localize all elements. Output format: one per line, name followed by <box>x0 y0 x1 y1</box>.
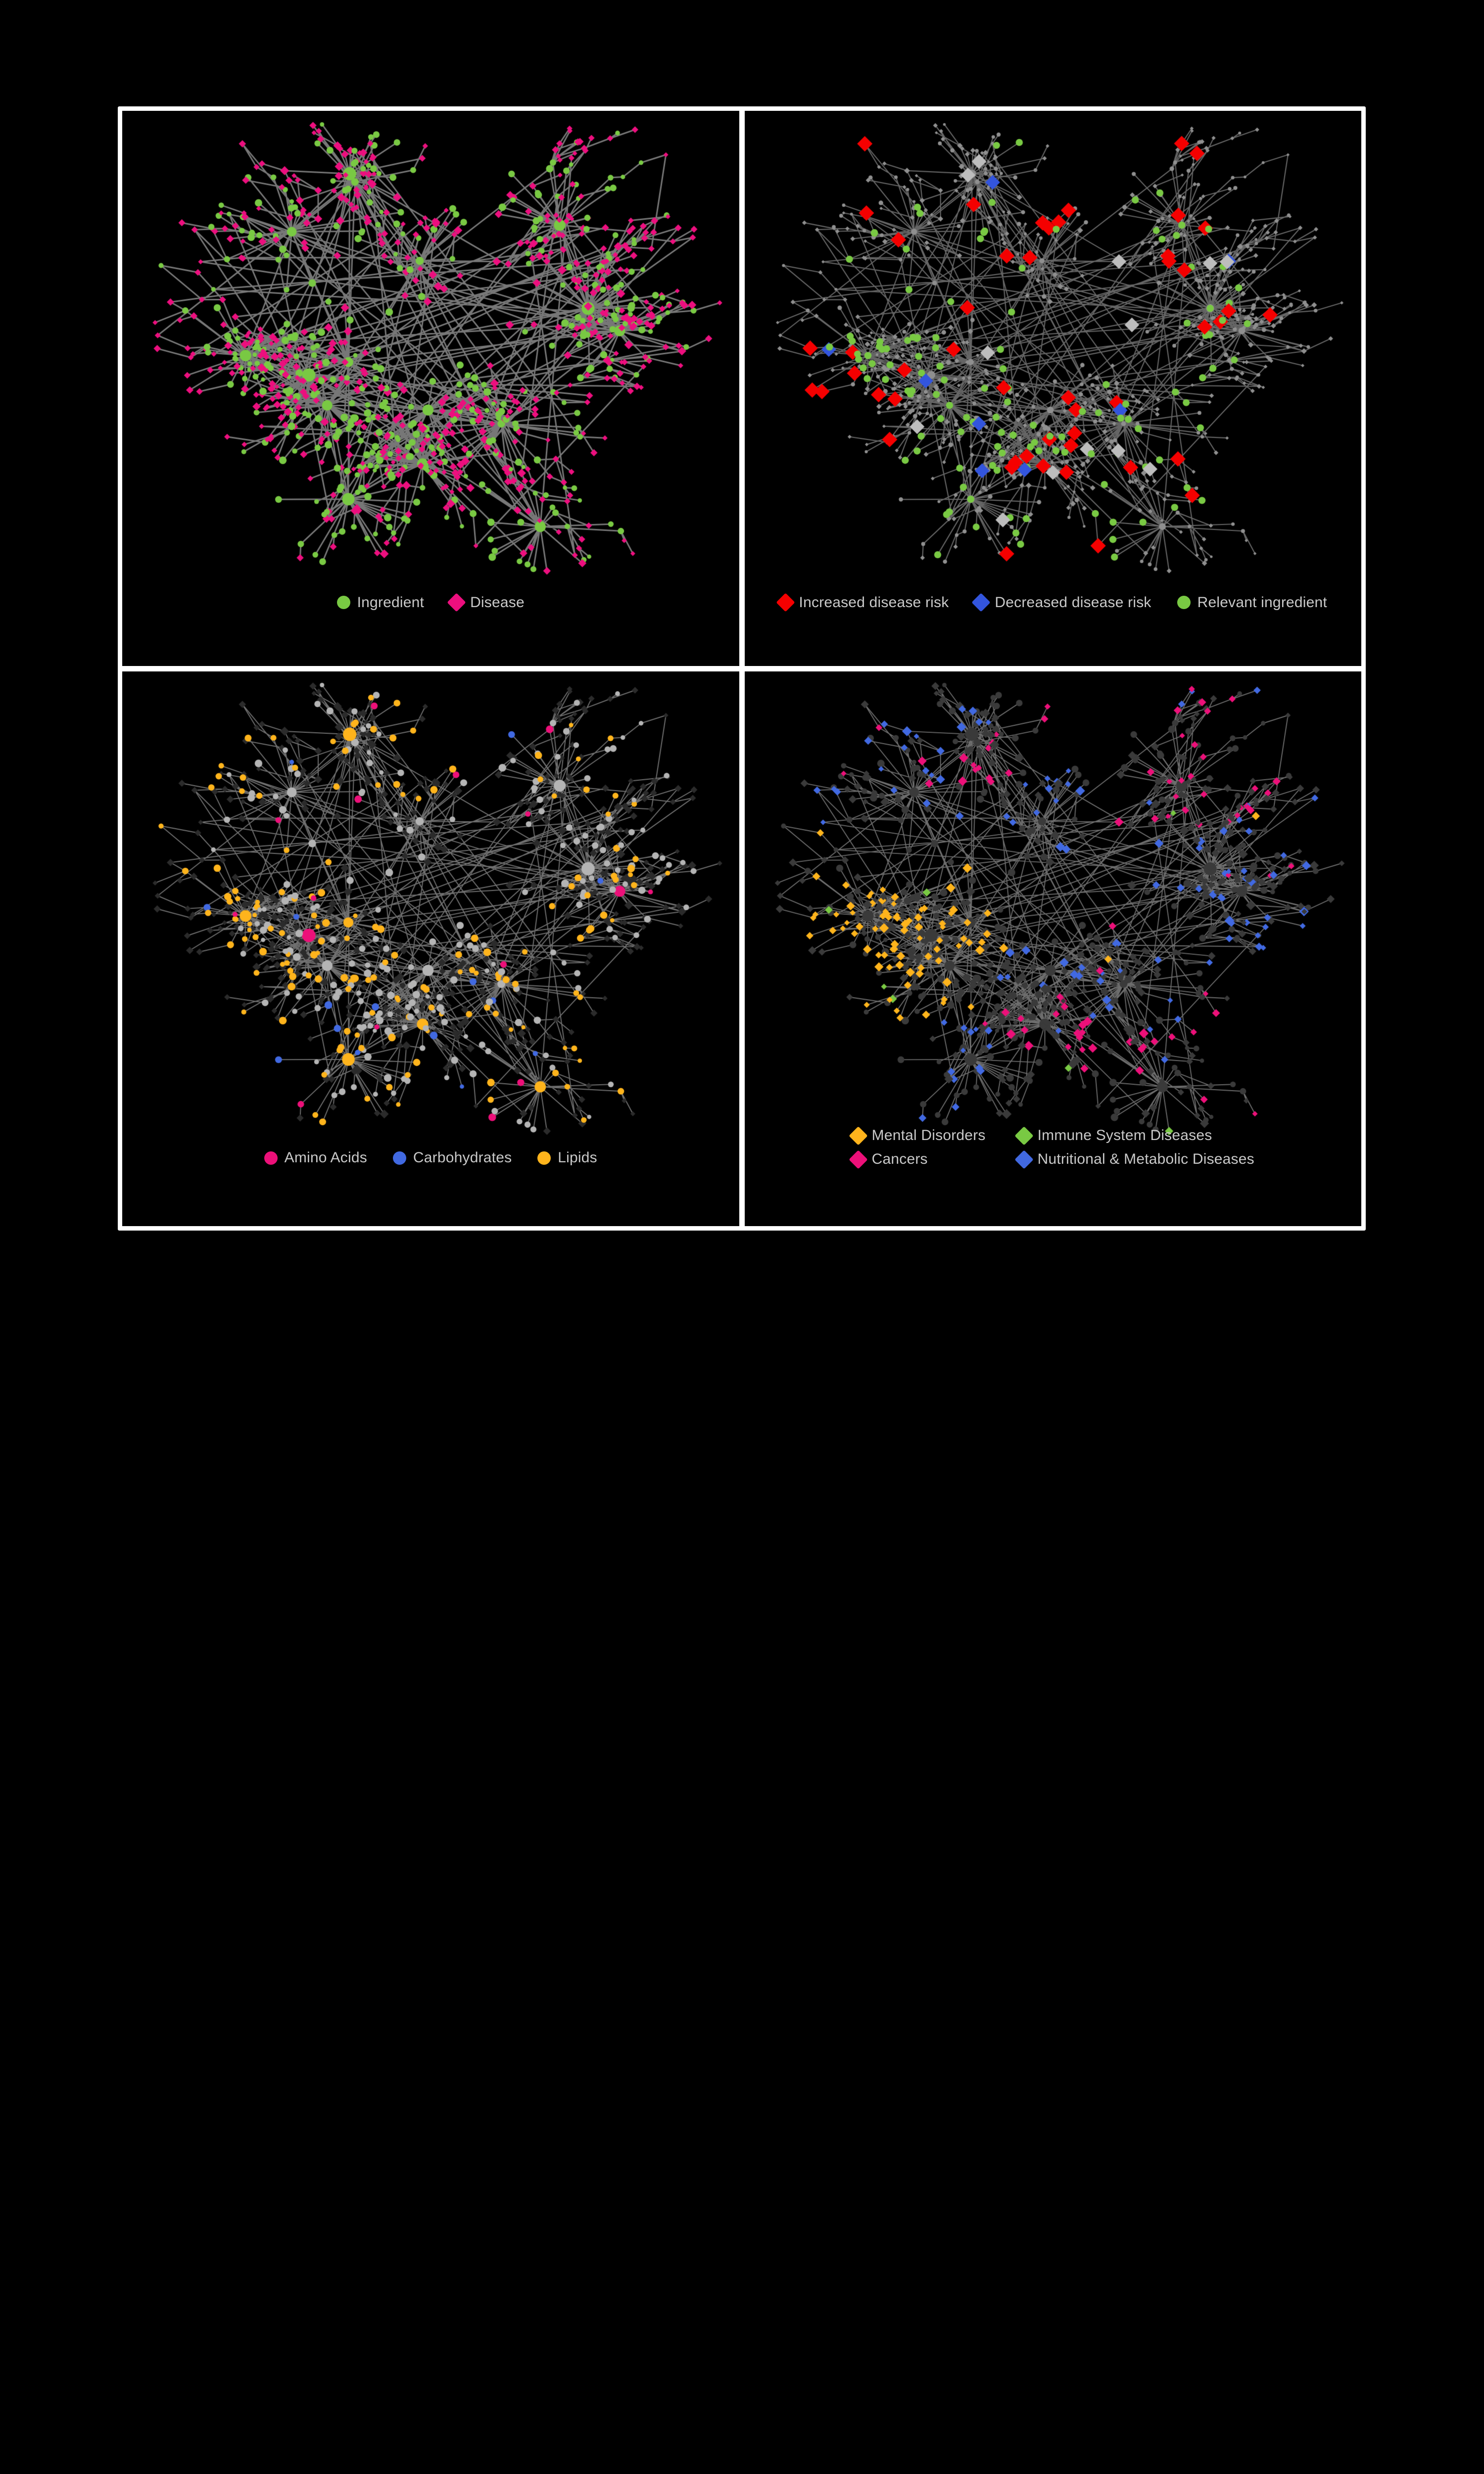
legend-immune-system-diseases-label: Immune System Diseases <box>1037 1127 1212 1143</box>
legend-relevant-ingredient-label: Relevant ingredient <box>1197 594 1327 611</box>
panel-disease-class[interactable]: Mental Disorders Immune System Diseases … <box>744 671 1362 1226</box>
legend-lipids-label: Lipids <box>558 1149 597 1166</box>
legend-disease-class: Mental Disorders Immune System Diseases … <box>745 1126 1362 1169</box>
legend-carbohydrates-label: Carbohydrates <box>413 1149 512 1166</box>
legend-amino-acids[interactable]: Amino Acids <box>264 1149 367 1166</box>
network-canvas-disease-risk <box>744 111 1361 666</box>
ingredient-circle-icon <box>336 596 350 609</box>
legend-cancers[interactable]: Cancers <box>849 1149 986 1169</box>
legend-nutritional-metabolic-diseases[interactable]: Nutritional & Metabolic Diseases <box>1014 1149 1254 1169</box>
legend-ingredient-label: Ingredient <box>357 594 425 611</box>
figure-root: Ingredient Disease Increased disease ris… <box>0 106 1484 1339</box>
legend-increased-risk[interactable]: Increased disease risk <box>775 593 949 612</box>
immune-system-diseases-diamond-icon <box>1014 1126 1034 1145</box>
legend-disease-risk: Increased disease risk Decreased disease… <box>745 593 1362 612</box>
network-canvas-ingredient-class <box>122 671 739 1226</box>
decreased-risk-diamond-icon <box>971 593 991 612</box>
cancers-diamond-icon <box>849 1149 868 1169</box>
legend-decreased-risk-label: Decreased disease risk <box>995 594 1151 611</box>
figure-frame: Ingredient Disease Increased disease ris… <box>118 106 1366 1231</box>
legend-relevant-ingredient[interactable]: Relevant ingredient <box>1177 594 1327 611</box>
network-canvas-ingredient-disease <box>122 111 739 666</box>
legend-carbohydrates[interactable]: Carbohydrates <box>392 1149 512 1166</box>
panel-disease-risk[interactable]: Increased disease risk Decreased disease… <box>744 111 1362 666</box>
legend-ingredient-class: Amino Acids Carbohydrates Lipids <box>122 1149 739 1166</box>
relevant-ingredient-circle-icon <box>1177 596 1191 609</box>
legend-mental-disorders[interactable]: Mental Disorders <box>849 1126 986 1145</box>
figure-footer: Created by: EdgeLeap <box>0 1231 1484 1339</box>
increased-risk-diamond-icon <box>775 593 795 612</box>
legend-disease-label: Disease <box>470 594 525 611</box>
legend-ingredient-disease: Ingredient Disease <box>122 593 739 612</box>
lipids-circle-icon <box>537 1151 551 1165</box>
panel-ingredient-class[interactable]: Amino Acids Carbohydrates Lipids <box>122 671 739 1226</box>
carbohydrates-circle-icon <box>392 1151 406 1165</box>
network-canvas-disease-class <box>744 671 1361 1226</box>
amino-acids-circle-icon <box>264 1151 278 1165</box>
legend-mental-disorders-label: Mental Disorders <box>871 1127 986 1143</box>
nutritional-metabolic-diseases-diamond-icon <box>1014 1149 1034 1169</box>
legend-nutritional-metabolic-diseases-label: Nutritional & Metabolic Diseases <box>1037 1151 1254 1167</box>
legend-decreased-risk[interactable]: Decreased disease risk <box>971 593 1151 612</box>
disease-diamond-icon <box>447 593 466 612</box>
legend-disease[interactable]: Disease <box>447 593 525 612</box>
legend-lipids[interactable]: Lipids <box>537 1149 597 1166</box>
legend-amino-acids-label: Amino Acids <box>284 1149 367 1166</box>
legend-ingredient[interactable]: Ingredient <box>336 594 425 611</box>
panel-divider-horizontal <box>122 666 1361 671</box>
legend-immune-system-diseases[interactable]: Immune System Diseases <box>1014 1126 1254 1145</box>
mental-disorders-diamond-icon <box>849 1126 868 1145</box>
panel-ingredient-disease[interactable]: Ingredient Disease <box>122 111 739 666</box>
legend-increased-risk-label: Increased disease risk <box>799 594 949 611</box>
legend-cancers-label: Cancers <box>871 1151 928 1167</box>
